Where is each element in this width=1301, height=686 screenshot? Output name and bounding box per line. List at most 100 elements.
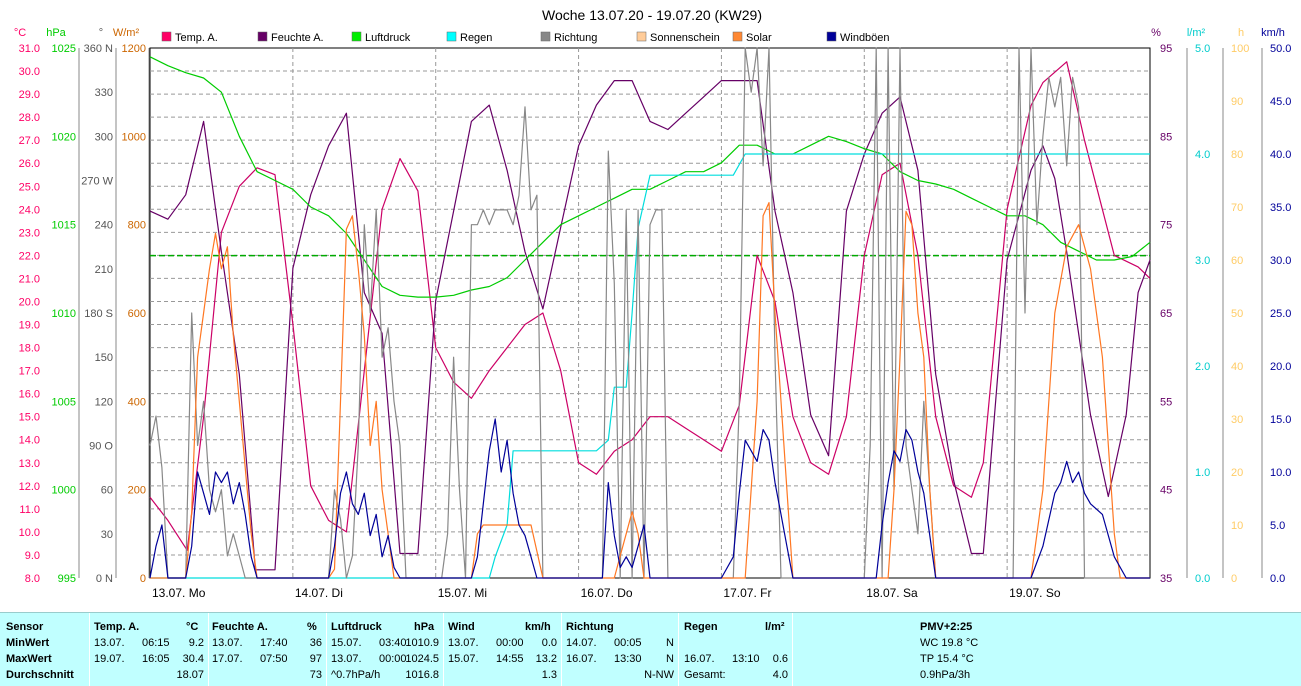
tick-label-rain: 4.0 <box>1195 149 1210 161</box>
tick-label-pressure: 1025 <box>52 43 76 55</box>
axis-unit-sunshine: h <box>1238 27 1244 39</box>
tick-label-temp: 15.0 <box>19 412 40 424</box>
header-humidity: Feuchte A. <box>212 621 268 633</box>
tick-label-temp: 12.0 <box>19 481 40 493</box>
tick-label-temp: 23.0 <box>19 227 40 239</box>
tick-label-temp: 18.0 <box>19 343 40 355</box>
tick-label-wind: 30.0 <box>1270 255 1291 267</box>
legend-swatch <box>732 31 743 42</box>
tick-label-humidity: 75 <box>1160 220 1172 232</box>
tick-label-solar: 800 <box>128 220 146 232</box>
table-cell-press-val: 1024.5 <box>405 653 439 665</box>
tick-label-humidity: 55 <box>1160 396 1172 408</box>
tick-label-direction: 60 <box>101 485 113 497</box>
tick-label-temp: 17.0 <box>19 366 40 378</box>
table-cell-hum-time: 07:50 <box>260 653 288 665</box>
tick-label-wind: 5.0 <box>1270 520 1285 532</box>
tick-label-temp: 8.0 <box>25 573 40 585</box>
tick-label-direction: 150 <box>95 352 113 364</box>
x-axis: 13.07. Mo 14.07. Di 15.07. Mi 16.07. Do 17.0… <box>152 586 1061 600</box>
table-cell-hum-time: 17:40 <box>260 637 288 649</box>
tick-label-temp: 25.0 <box>19 181 40 193</box>
table-cell-temp-time: 06:15 <box>142 637 170 649</box>
tick-label-temp: 31.0 <box>19 43 40 55</box>
tick-label-sunshine: 40 <box>1231 361 1243 373</box>
x-tick-label: 13.07. Mo <box>152 586 206 600</box>
header-wind: Wind <box>448 621 475 633</box>
table-cell-hum-val: 73 <box>309 669 322 681</box>
header-humidity-unit: % <box>307 621 317 633</box>
legend-label: Regen <box>460 32 492 44</box>
axis-unit-pressure: hPa <box>46 27 66 39</box>
tick-label-wind: 15.0 <box>1270 414 1291 426</box>
legend-swatch <box>351 31 362 42</box>
axis-units: °C hPa ° W/m²% l/m² h km/h <box>14 27 1285 39</box>
table-cell-dir-time: 13:30 <box>614 653 642 665</box>
legend-swatch <box>161 31 172 42</box>
table-cell-extra: 0.9hPa/3h <box>920 669 971 681</box>
tick-label-rain: 1.0 <box>1195 467 1210 479</box>
table-cell-dir-date: 16.07. <box>566 653 597 665</box>
table-cell-temp-time: 16:05 <box>142 653 170 665</box>
table-cell-wind-val: 1.3 <box>541 669 557 681</box>
tick-label-temp: 11.0 <box>19 504 40 516</box>
tick-label-sunshine: 60 <box>1231 255 1243 267</box>
tick-label-temp: 29.0 <box>19 89 40 101</box>
tick-label-wind: 20.0 <box>1270 361 1291 373</box>
tick-label-rain: 3.0 <box>1195 255 1210 267</box>
x-tick-label: 16.07. Do <box>581 586 633 600</box>
tick-label-direction: 360 N <box>84 43 113 55</box>
tick-label-wind: 45.0 <box>1270 96 1291 108</box>
table-cell-wind-time: 00:00 <box>496 637 524 649</box>
statistics-table: Sensor Temp. A. °C Feuchte A. % Luftdruc… <box>0 612 1301 686</box>
legend-label: Temp. A. <box>175 32 218 44</box>
tick-label-temp: 16.0 <box>19 389 40 401</box>
series-line-luftdruck <box>149 56 1151 298</box>
tick-label-sunshine: 50 <box>1231 308 1243 320</box>
chart-title: Woche 13.07.20 - 19.07.20 (KW29) <box>542 7 762 23</box>
tick-label-direction: 30 <box>101 529 113 541</box>
table-cell-press-time: 03:40 <box>379 637 407 649</box>
tick-label-rain: 2.0 <box>1195 361 1210 373</box>
tick-label-rain: 0.0 <box>1195 573 1210 585</box>
x-tick-label: 18.07. Sa <box>866 586 918 600</box>
header-rain: Regen <box>684 621 718 633</box>
tick-label-pressure: 1020 <box>52 131 76 143</box>
tick-label-wind: 25.0 <box>1270 308 1291 320</box>
tick-label-humidity: 65 <box>1160 308 1172 320</box>
axis-unit-humidity: % <box>1151 27 1161 39</box>
tick-label-pressure: 995 <box>58 573 76 585</box>
tick-label-pressure: 1015 <box>52 220 76 232</box>
table-cell-dir-val: N <box>666 637 674 649</box>
series-line-feuchte-a- <box>149 79 1151 571</box>
table-cell-hum-date: 17.07. <box>212 653 243 665</box>
tick-label-direction: 120 <box>95 396 113 408</box>
legend-swatch <box>826 31 837 42</box>
table-cell-rain-date: 16.07. <box>684 653 715 665</box>
header-temp-unit: °C <box>186 621 199 633</box>
tick-label-temp: 21.0 <box>19 273 40 285</box>
tick-label-solar: 400 <box>128 396 146 408</box>
table-cell-dir-time: 00:05 <box>614 637 642 649</box>
weather-chart: Woche 13.07.20 - 19.07.20 (KW29) Temp. A… <box>14 7 1292 600</box>
tick-label-sunshine: 100 <box>1231 43 1249 55</box>
legend: Temp. A. Feuchte A. Luftdruck Regen Richtung… <box>161 31 890 44</box>
table-cell-hum-val: 36 <box>309 637 322 649</box>
tick-label-direction: 270 W <box>81 176 113 188</box>
tick-label-wind: 35.0 <box>1270 202 1291 214</box>
table-cell-label: MinWert <box>6 637 50 649</box>
table-cell-rain-time: 13:10 <box>732 653 760 665</box>
header-sensor: Sensor <box>6 621 44 633</box>
tick-label-humidity: 35 <box>1160 573 1172 585</box>
tick-label-sunshine: 20 <box>1231 467 1243 479</box>
tick-label-wind: 50.0 <box>1270 43 1291 55</box>
tick-label-direction: 180 S <box>84 308 113 320</box>
tick-label-temp: 10.0 <box>19 527 40 539</box>
tick-label-direction: 330 <box>95 87 113 99</box>
table-cell-press-val: 1010.9 <box>405 637 439 649</box>
table-cell-temp-val: 18.07 <box>176 669 204 681</box>
table-cell-wind-val: 13.2 <box>535 653 557 665</box>
x-tick-label: 19.07. So <box>1009 586 1061 600</box>
left-axes: 8.0 9.0 10.0 11.0 12.0 13.0 14.0 15.0 16.0 17.0 18… <box>19 43 150 585</box>
series-lines <box>149 47 1151 579</box>
